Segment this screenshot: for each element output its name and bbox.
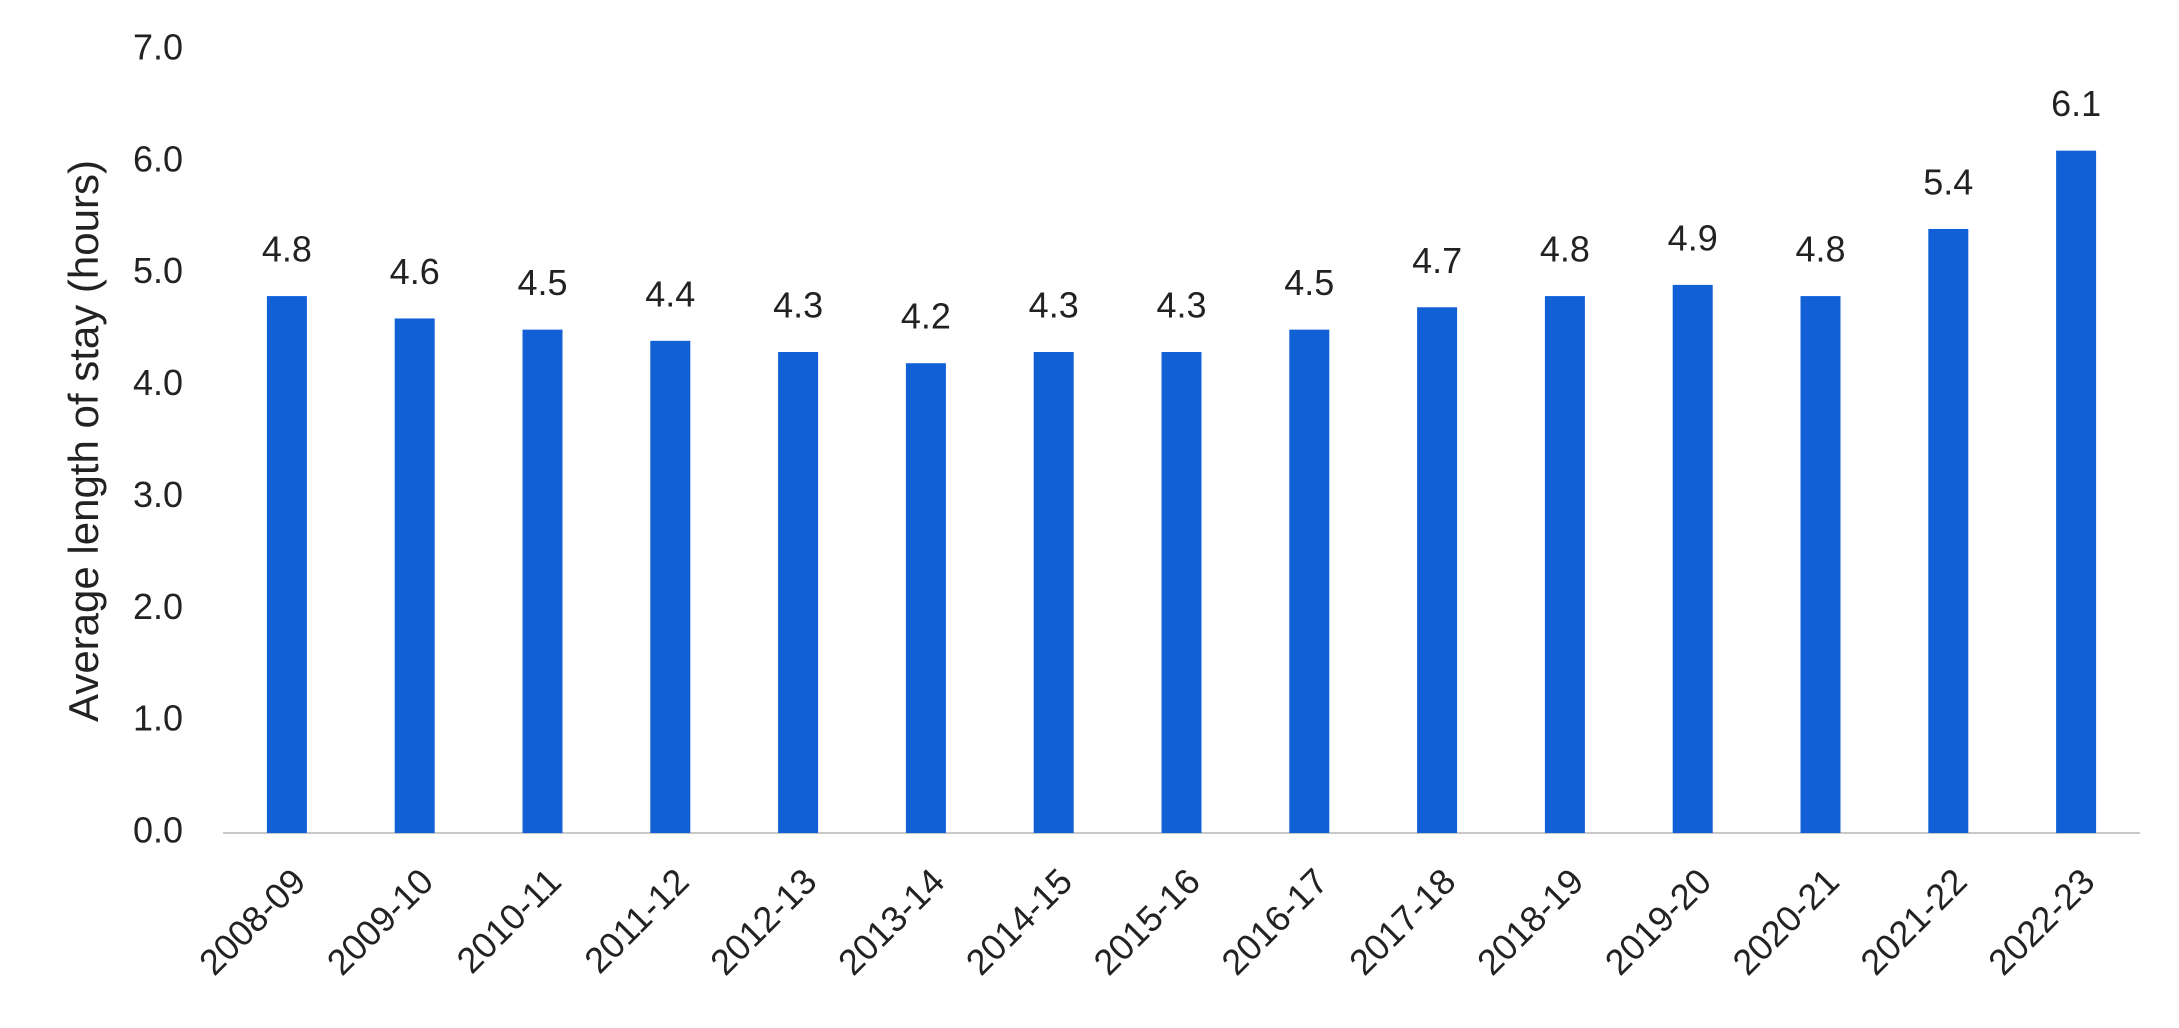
data-label: 4.8: [1795, 229, 1845, 270]
data-label: 4.2: [901, 296, 951, 337]
x-tick-label: 2022-23: [1980, 860, 2102, 982]
data-label: 4.6: [390, 251, 440, 292]
x-tick-label: 2017-18: [1341, 860, 1463, 982]
data-label: 4.8: [1540, 229, 1590, 270]
bar: [1544, 296, 1585, 834]
x-tick-label: 2013-14: [830, 860, 952, 982]
x-tick-label: 2011-12: [576, 860, 697, 981]
data-label: 4.5: [517, 262, 567, 303]
y-tick-label: 2.0: [133, 586, 183, 627]
y-tick-label: 5.0: [133, 250, 183, 291]
x-tick-label: 2010-11: [448, 860, 569, 981]
x-tick-label: 2018-19: [1469, 860, 1591, 982]
bar: [1289, 329, 1330, 833]
data-label: 5.4: [1923, 161, 1973, 202]
y-axis-title: Average length of stay (hours): [60, 160, 107, 722]
bar: [2056, 150, 2097, 833]
y-tick-label: 7.0: [133, 27, 183, 68]
bar: [905, 363, 946, 833]
bar: [1161, 352, 1202, 833]
data-label: 4.3: [1156, 285, 1206, 326]
x-tick-label: 2015-16: [1085, 860, 1207, 982]
data-label: 4.8: [262, 229, 312, 270]
data-label: 4.3: [773, 285, 823, 326]
x-tick-label: 2019-20: [1597, 860, 1719, 982]
y-tick-label: 3.0: [133, 474, 183, 515]
bar: [1928, 228, 1969, 833]
data-label: 6.1: [2051, 83, 2101, 124]
y-tick-label: 1.0: [133, 698, 183, 739]
x-tick-label: 2008-09: [191, 860, 313, 982]
x-tick-label: 2014-15: [958, 860, 1080, 982]
data-label: 4.4: [645, 273, 695, 314]
data-label: 4.3: [1029, 285, 1079, 326]
y-tick-label: 0.0: [133, 810, 183, 851]
bar: [650, 340, 691, 833]
data-label: 4.5: [1284, 262, 1334, 303]
bar: [266, 296, 307, 834]
bar: [1800, 296, 1841, 834]
bar: [778, 352, 819, 833]
bar: [394, 318, 435, 833]
bar: [1672, 284, 1713, 833]
bar: [1033, 352, 1074, 833]
data-label: 4.9: [1668, 217, 1718, 258]
x-tick-label: 2021-22: [1852, 860, 1974, 982]
x-tick-label: 2012-13: [702, 860, 824, 982]
x-tick-label: 2016-17: [1213, 860, 1335, 982]
data-label: 4.7: [1412, 240, 1462, 281]
bar: [1417, 307, 1458, 833]
x-tick-label: 2009-10: [319, 860, 441, 982]
bar: [522, 329, 563, 833]
y-tick-label: 6.0: [133, 138, 183, 179]
y-tick-label: 4.0: [133, 362, 183, 403]
x-tick-label: 2020-21: [1724, 860, 1846, 982]
